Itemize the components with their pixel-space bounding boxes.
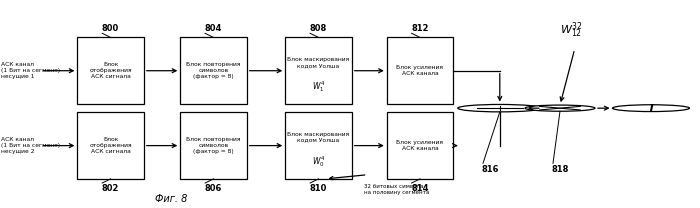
Text: Фиг. 8: Фиг. 8 bbox=[155, 194, 188, 204]
Bar bbox=[181, 112, 246, 179]
Text: $W_0^4$: $W_0^4$ bbox=[312, 154, 325, 169]
Text: $W_1^4$: $W_1^4$ bbox=[312, 79, 325, 94]
Bar bbox=[77, 37, 144, 104]
Ellipse shape bbox=[458, 104, 542, 112]
Text: Блок усиления
АСК канала: Блок усиления АСК канала bbox=[396, 65, 444, 76]
Ellipse shape bbox=[612, 105, 690, 111]
Bar bbox=[181, 37, 246, 104]
Text: 810: 810 bbox=[310, 184, 327, 193]
Bar bbox=[286, 112, 351, 179]
Text: $W_{12}^{32}$: $W_{12}^{32}$ bbox=[560, 20, 582, 40]
Text: Блок маскирования
кодом Уолша: Блок маскирования кодом Уолша bbox=[288, 57, 349, 68]
Text: 814: 814 bbox=[412, 184, 428, 193]
Text: АСК канал
(1 Бит на сегмент)
несущие 1: АСК канал (1 Бит на сегмент) несущие 1 bbox=[1, 62, 60, 79]
Text: 808: 808 bbox=[310, 24, 327, 33]
Text: 818: 818 bbox=[552, 165, 568, 174]
Text: Блок
отображения
АСК сигнала: Блок отображения АСК сигнала bbox=[90, 62, 132, 79]
Text: Блок повторения
символов
(фактор = 8): Блок повторения символов (фактор = 8) bbox=[186, 137, 241, 154]
Text: Блок
отображения
АСК сигнала: Блок отображения АСК сигнала bbox=[90, 137, 132, 154]
Text: 800: 800 bbox=[102, 24, 119, 33]
Bar bbox=[77, 112, 144, 179]
Text: 802: 802 bbox=[102, 184, 119, 193]
Text: АСК канал
(1 Бит на сегмент)
несущие 2: АСК канал (1 Бит на сегмент) несущие 2 bbox=[1, 137, 60, 154]
Text: 816: 816 bbox=[481, 165, 498, 174]
Bar bbox=[386, 37, 454, 104]
Text: 806: 806 bbox=[205, 184, 222, 193]
Text: Блок усиления
АСК канала: Блок усиления АСК канала bbox=[396, 140, 444, 151]
Text: I: I bbox=[648, 103, 654, 114]
Text: Блок повторения
символов
(фактор = 8): Блок повторения символов (фактор = 8) bbox=[186, 62, 241, 79]
Text: 812: 812 bbox=[412, 24, 428, 33]
Bar bbox=[286, 37, 351, 104]
Bar bbox=[386, 112, 454, 179]
Text: 32 битовых символа
на половину сегмента: 32 битовых символа на половину сегмента bbox=[364, 184, 429, 195]
Ellipse shape bbox=[525, 105, 595, 111]
Text: 804: 804 bbox=[205, 24, 222, 33]
Text: Блок маскирования
кодом Уолша: Блок маскирования кодом Уолша bbox=[288, 132, 349, 143]
